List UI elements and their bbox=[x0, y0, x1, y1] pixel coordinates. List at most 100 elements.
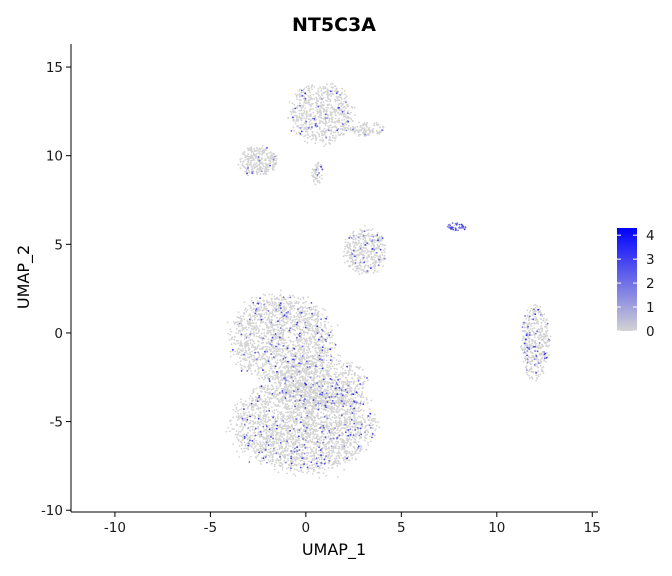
cell-point bbox=[267, 437, 270, 440]
cell-point bbox=[323, 323, 326, 326]
cell-point bbox=[271, 455, 274, 458]
cell-point bbox=[350, 454, 353, 457]
cell-point bbox=[271, 441, 273, 443]
cell-point bbox=[259, 325, 261, 327]
cell-point bbox=[300, 435, 303, 438]
cell-point bbox=[279, 400, 281, 403]
cell-point bbox=[348, 411, 351, 414]
cell-point bbox=[305, 407, 308, 410]
cell-point bbox=[261, 401, 264, 403]
cell-point bbox=[270, 297, 273, 300]
cell-point bbox=[361, 231, 364, 234]
cell-point bbox=[280, 299, 283, 302]
cell-point bbox=[344, 427, 347, 429]
cell-point bbox=[284, 448, 287, 450]
cell-point bbox=[324, 377, 326, 380]
cell-point bbox=[321, 428, 324, 431]
cell-point bbox=[272, 452, 275, 455]
cell-point bbox=[369, 417, 371, 419]
cell-point bbox=[302, 375, 304, 378]
cell-point bbox=[252, 354, 255, 357]
cell-point bbox=[247, 367, 250, 370]
cell-point bbox=[332, 463, 335, 466]
cell-point bbox=[298, 319, 301, 321]
cell-point bbox=[263, 415, 266, 417]
cell-point bbox=[277, 378, 280, 380]
cell-point bbox=[295, 312, 298, 314]
cell-point bbox=[302, 421, 304, 423]
cell-point bbox=[266, 438, 269, 441]
cell-point bbox=[243, 301, 246, 304]
cell-point bbox=[318, 375, 321, 377]
cell-point bbox=[254, 399, 257, 401]
cell-point bbox=[345, 362, 348, 365]
cell-point bbox=[291, 450, 294, 452]
cell-point bbox=[288, 372, 291, 374]
cell-point bbox=[376, 243, 379, 246]
cell-point bbox=[323, 389, 326, 391]
cell-point bbox=[299, 464, 302, 466]
cell-point bbox=[263, 307, 266, 310]
cell-point bbox=[314, 335, 317, 338]
cell-point bbox=[346, 379, 349, 381]
cell-point bbox=[320, 416, 322, 419]
cell-point bbox=[265, 416, 268, 418]
cell-point bbox=[316, 375, 319, 378]
cell-point bbox=[313, 407, 316, 410]
cell-point bbox=[257, 372, 259, 375]
cell-point bbox=[346, 395, 349, 397]
cell-point bbox=[275, 352, 278, 354]
cell-point bbox=[282, 330, 285, 333]
cell-point bbox=[274, 361, 277, 364]
cell-point bbox=[285, 411, 287, 414]
cell-point bbox=[238, 417, 240, 420]
cell-point bbox=[237, 439, 240, 442]
cell-point bbox=[321, 404, 324, 407]
cell-point bbox=[234, 404, 236, 407]
cell-point bbox=[284, 308, 287, 311]
cell-point bbox=[262, 423, 265, 425]
cell-point bbox=[344, 381, 347, 384]
cell-point bbox=[382, 258, 385, 261]
cell-point bbox=[247, 334, 249, 337]
cell-point bbox=[248, 429, 251, 432]
cell-point bbox=[298, 444, 301, 447]
cell-point bbox=[312, 377, 315, 380]
cell-point bbox=[270, 315, 273, 318]
cell-point bbox=[305, 417, 308, 420]
cell-point bbox=[303, 353, 305, 356]
cell-point bbox=[306, 437, 308, 440]
cell-point bbox=[272, 347, 274, 350]
cell-point bbox=[292, 328, 295, 331]
cell-point bbox=[265, 299, 268, 302]
cell-point bbox=[305, 412, 307, 415]
cell-point bbox=[315, 449, 317, 451]
cell-point bbox=[337, 435, 340, 438]
cell-point bbox=[287, 445, 290, 447]
cell-point bbox=[259, 406, 262, 409]
cell-point bbox=[335, 442, 338, 445]
cell-point bbox=[341, 408, 344, 411]
cell-point bbox=[263, 305, 266, 307]
cell-point bbox=[292, 445, 295, 447]
cell-point bbox=[316, 353, 319, 356]
cell-point bbox=[319, 364, 321, 366]
cell-point bbox=[330, 405, 333, 408]
cell-point bbox=[267, 404, 269, 406]
cell-point bbox=[327, 406, 330, 409]
cell-point bbox=[299, 328, 301, 331]
cell-point bbox=[309, 446, 312, 449]
cell-point bbox=[326, 374, 329, 376]
cell-point bbox=[297, 437, 300, 440]
cell-point bbox=[344, 369, 347, 372]
cell-point bbox=[279, 385, 281, 388]
cell-point bbox=[329, 457, 331, 459]
cell-point bbox=[376, 232, 379, 234]
cell-point bbox=[320, 420, 323, 423]
cell-point bbox=[289, 433, 291, 436]
cell-point bbox=[242, 327, 245, 329]
cell-point bbox=[257, 329, 260, 331]
cell-point bbox=[275, 397, 278, 400]
cell-point bbox=[253, 451, 256, 454]
cell-point bbox=[258, 400, 261, 402]
